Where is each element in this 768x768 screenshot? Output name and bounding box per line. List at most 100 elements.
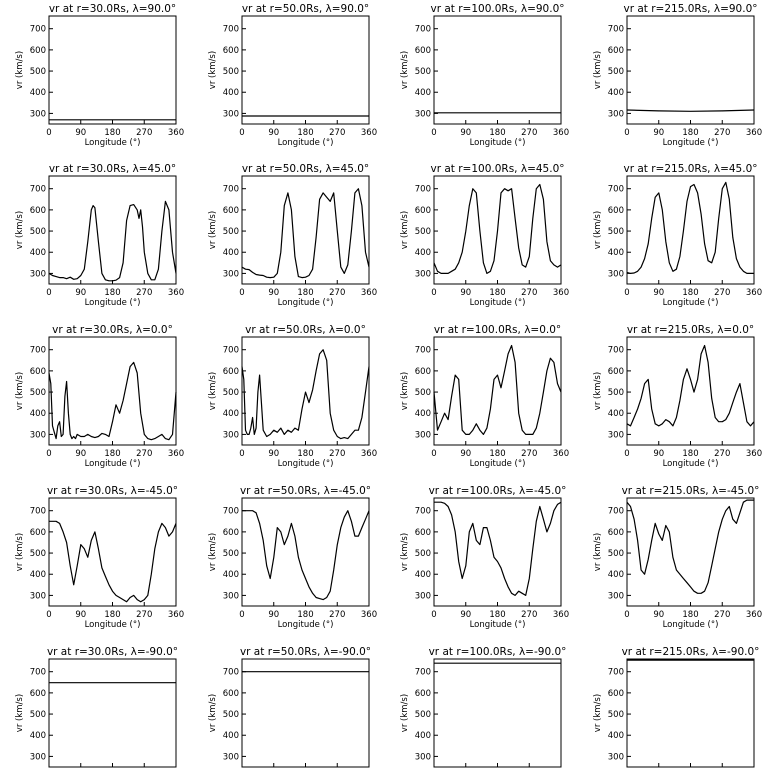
y-tick-label: 500 [30, 549, 46, 559]
panel-r0-lat1: vr at r=30.0Rs, λ=45.0° 0 90 180 270 360 300 40… [15, 163, 184, 308]
y-axis-label: vr (km/s) [400, 533, 410, 571]
y-axis-label: vr (km/s) [208, 51, 218, 89]
series-line [626, 344, 755, 427]
y-tick-label: 600 [608, 367, 624, 377]
y-axis-label: vr (km/s) [593, 372, 603, 410]
x-tick-label: 270 [329, 449, 345, 459]
y-tick-label: 400 [415, 409, 431, 419]
x-axis-label: Longitude (°) [663, 459, 719, 469]
y-tick-label: 400 [415, 88, 431, 98]
y-tick-label: 700 [415, 507, 431, 517]
plot-frame [48, 336, 177, 446]
y-tick-label: 500 [415, 67, 431, 77]
y-tick-label: 300 [30, 269, 46, 279]
y-axis-label: vr (km/s) [15, 694, 25, 732]
y-tick-label: 700 [608, 25, 624, 35]
panel-r1-lat2: vr at r=50.0Rs, λ=0.0° 0 90 180 270 360 300 400… [208, 324, 377, 469]
series-line [433, 344, 562, 435]
series-line [626, 181, 754, 274]
y-tick-label: 400 [608, 731, 624, 741]
y-tick-label: 600 [30, 46, 46, 56]
x-tick-label: 360 [746, 128, 762, 138]
y-tick-label: 500 [608, 227, 624, 237]
y-tick-label: 300 [30, 752, 46, 762]
y-tick-label: 700 [608, 668, 624, 678]
panel-title: vr at r=215.0Rs, λ=45.0° [623, 163, 757, 175]
y-tick-label: 700 [30, 507, 46, 517]
y-tick-label: 400 [223, 409, 239, 419]
y-tick-label: 700 [608, 185, 624, 195]
x-tick-label: 90 [653, 449, 664, 459]
x-tick-label: 360 [168, 128, 184, 138]
x-axis-label: Longitude (°) [470, 298, 526, 308]
y-tick-label: 600 [223, 528, 239, 538]
y-tick-label: 400 [608, 248, 624, 258]
x-axis-label: Longitude (°) [663, 620, 719, 630]
y-tick-label: 300 [223, 109, 239, 119]
x-tick-label: 0 [431, 288, 436, 298]
plot-frame [241, 658, 370, 768]
y-tick-label: 500 [223, 388, 239, 398]
x-tick-label: 180 [682, 128, 698, 138]
panel-title: vr at r=30.0Rs, λ=90.0° [49, 3, 176, 15]
x-axis-label: Longitude (°) [85, 138, 141, 148]
y-tick-label: 400 [608, 570, 624, 580]
panel-title: vr at r=100.0Rs, λ=0.0° [434, 324, 561, 336]
x-tick-label: 90 [653, 288, 664, 298]
x-tick-label: 270 [329, 128, 345, 138]
series-line [433, 183, 562, 274]
y-axis-label: vr (km/s) [400, 51, 410, 89]
y-tick-label: 300 [223, 430, 239, 440]
x-tick-label: 360 [168, 449, 184, 459]
panel-r1-lat1: vr at r=50.0Rs, λ=45.0° 0 90 180 270 360 300 40… [208, 163, 377, 308]
y-tick-label: 300 [223, 752, 239, 762]
x-tick-label: 360 [553, 128, 569, 138]
y-axis-label: vr (km/s) [593, 694, 603, 732]
y-tick-label: 500 [415, 549, 431, 559]
y-tick-label: 300 [608, 591, 624, 601]
x-tick-label: 90 [268, 610, 279, 620]
y-tick-label: 700 [608, 507, 624, 517]
plot-frame [626, 336, 755, 446]
y-tick-label: 400 [30, 570, 46, 580]
x-tick-label: 270 [136, 128, 152, 138]
series-line [49, 520, 177, 603]
y-tick-label: 600 [30, 206, 46, 216]
x-tick-label: 360 [361, 610, 377, 620]
y-tick-label: 500 [415, 388, 431, 398]
x-tick-label: 180 [104, 449, 120, 459]
plot-frame [241, 497, 370, 607]
y-tick-label: 300 [30, 591, 46, 601]
y-tick-label: 400 [415, 731, 431, 741]
y-tick-label: 300 [415, 591, 431, 601]
y-axis-label: vr (km/s) [400, 694, 410, 732]
y-tick-label: 400 [30, 731, 46, 741]
panel-r2-lat4: vr at r=100.0Rs, λ=-90.0°090180270360300… [400, 646, 566, 768]
y-axis-label: vr (km/s) [400, 372, 410, 410]
y-tick-label: 300 [223, 591, 239, 601]
y-tick-label: 300 [30, 430, 46, 440]
series-line [48, 361, 177, 441]
x-tick-label: 90 [460, 610, 471, 620]
x-tick-label: 0 [239, 449, 244, 459]
y-tick-label: 700 [223, 346, 239, 356]
y-tick-label: 400 [415, 570, 431, 580]
x-tick-label: 0 [431, 128, 436, 138]
y-tick-label: 600 [30, 367, 46, 377]
y-tick-label: 600 [608, 206, 624, 216]
x-axis-label: Longitude (°) [663, 298, 719, 308]
panel-title: vr at r=30.0Rs, λ=45.0° [49, 163, 176, 175]
y-tick-label: 300 [415, 430, 431, 440]
x-tick-label: 270 [714, 288, 730, 298]
y-tick-label: 700 [30, 346, 46, 356]
plot-frame [48, 658, 177, 768]
y-axis-label: vr (km/s) [593, 533, 603, 571]
y-tick-label: 500 [608, 67, 624, 77]
panel-r2-lat2: vr at r=100.0Rs, λ=0.0° 0 90 180 270 360 300 40… [400, 324, 569, 469]
series-line [626, 109, 755, 112]
y-tick-label: 500 [223, 549, 239, 559]
plot-frame [626, 15, 755, 125]
x-tick-label: 180 [489, 610, 505, 620]
x-axis-label: Longitude (°) [85, 459, 141, 469]
x-axis-label: Longitude (°) [663, 138, 719, 148]
